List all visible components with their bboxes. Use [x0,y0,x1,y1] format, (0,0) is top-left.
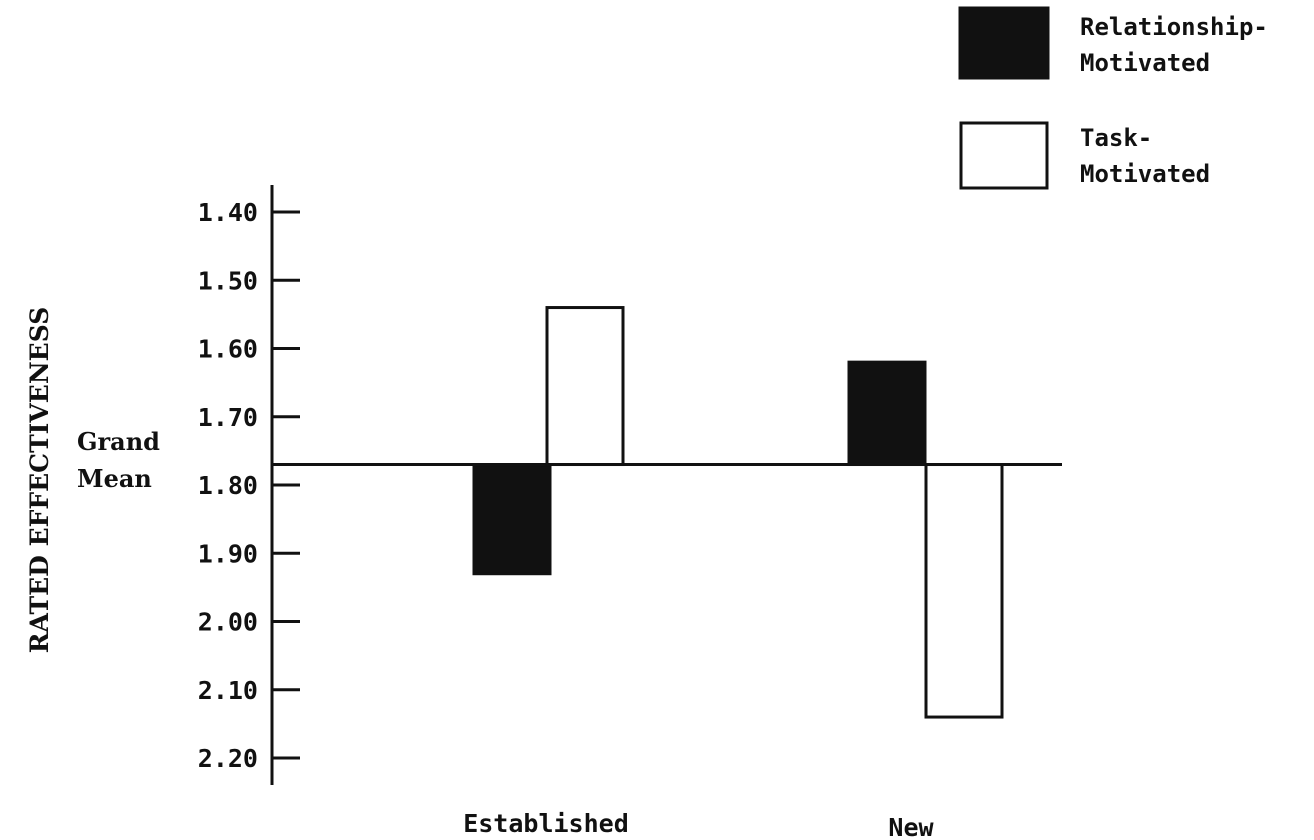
bar-relationship-established [472,463,552,576]
legend-swatch-task [959,121,1049,190]
y-tick-label: 2.20 [198,744,258,773]
legend-label-relationship-line2: Motivated [1080,49,1210,77]
bar-relationship-new [847,360,927,467]
grand-mean-label-line1: Grand [77,427,160,456]
y-tick-label: 2.00 [198,608,258,637]
y-tick-label: 1.50 [198,266,258,295]
y-axis-title: RATED EFFECTIVENESS [25,307,54,654]
y-ticks: 1.40 1.50 1.60 1.70 1.80 1.90 2.00 2.10 2.20 [198,198,300,773]
category-label-new: New [888,813,934,840]
y-tick-label: 1.60 [198,335,258,364]
y-tick-label: 1.90 [198,539,258,568]
legend-label-task-line1: Task- [1080,124,1152,152]
category-label-established: Established [463,809,629,838]
y-tick-label: 1.40 [198,198,258,227]
y-tick-label: 1.70 [198,403,258,432]
bar-task-established [545,306,625,467]
y-tick-label: 2.10 [198,676,258,705]
legend: Relationship- Motivated Task- Motivated [958,6,1268,190]
legend-label-task-line2: Motivated [1080,160,1210,188]
bar-task-new [924,463,1004,719]
grand-mean-label-line2: Mean [77,464,152,493]
bars [472,306,1004,719]
legend-swatch-relationship [958,6,1050,80]
y-tick-label: 1.80 [198,471,258,500]
legend-label-relationship-line1: Relationship- [1080,13,1268,41]
